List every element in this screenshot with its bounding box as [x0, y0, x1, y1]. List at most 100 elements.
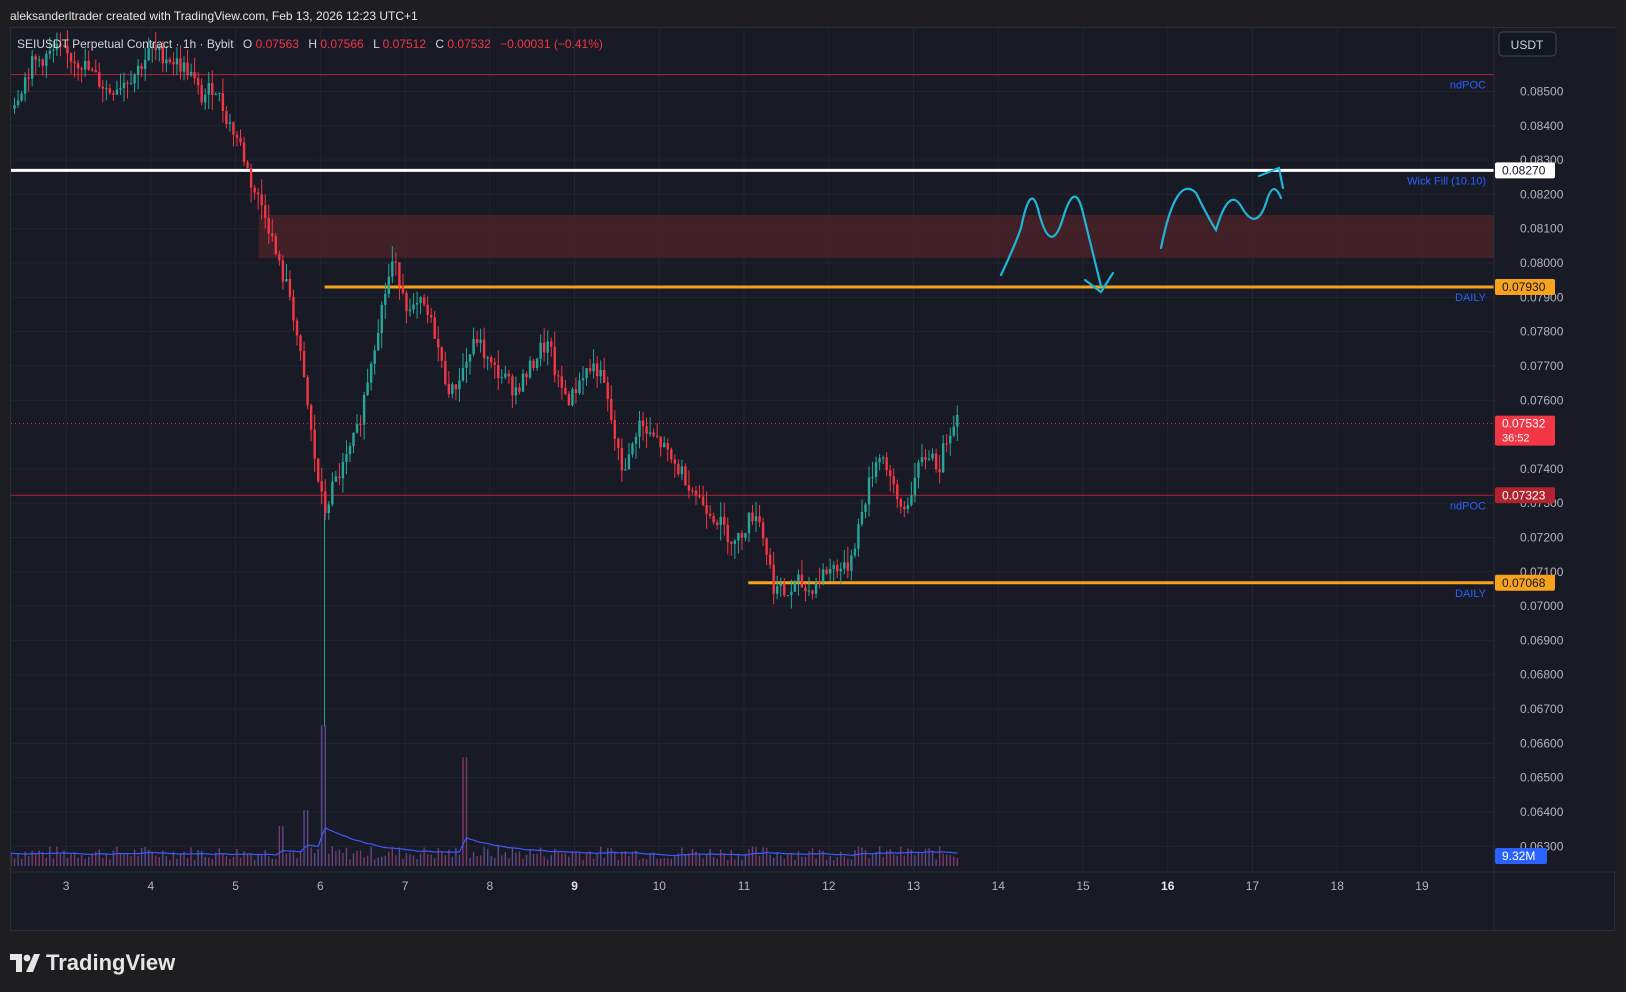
last-price-badge [1495, 415, 1555, 446]
time-tick-label: 7 [402, 879, 409, 893]
candle-body [542, 342, 546, 353]
candle-body [256, 192, 260, 195]
candle-body [218, 92, 221, 94]
candle-body [606, 382, 609, 400]
candle-body [41, 59, 44, 66]
candle-body [158, 46, 161, 50]
candle-body [334, 476, 338, 482]
time-tick-label: 18 [1331, 879, 1345, 893]
candle-body [899, 499, 902, 507]
tradingview-logo[interactable]: TradingView [10, 950, 175, 976]
candle-body [161, 46, 165, 64]
candle-body [793, 581, 797, 592]
candle-body [751, 512, 754, 522]
candle-body [786, 595, 790, 597]
candle-body [143, 59, 147, 70]
candle-body [186, 62, 189, 76]
price-axis[interactable]: 0.085000.084000.083000.082000.081000.080… [1494, 28, 1616, 872]
candle-body [387, 276, 391, 294]
candles [13, 30, 959, 727]
currency-label[interactable]: USDT [1511, 38, 1544, 52]
candle-body [525, 373, 528, 378]
candle-body [458, 380, 461, 390]
candle-body [246, 162, 249, 169]
candle-body [122, 82, 126, 89]
candle-body [680, 466, 684, 475]
candle-body [557, 375, 560, 377]
candle-body [730, 541, 733, 544]
price-tick-label: 0.08500 [1520, 84, 1564, 98]
projection-drawing-1[interactable] [999, 195, 1103, 288]
candle-body [281, 260, 285, 282]
time-tick-label: 9 [571, 879, 578, 893]
price-chart[interactable]: ndPOC Wick Fill (10.10) DAILY ndPOC DAILY 0.… [11, 28, 1616, 932]
candle-body [691, 490, 694, 492]
candle-body [744, 533, 747, 538]
candle-body [16, 100, 20, 106]
candle-body [938, 469, 941, 473]
candle-body [309, 405, 313, 430]
candle-body [108, 88, 112, 94]
candle-body [776, 586, 779, 594]
candle-body [91, 69, 94, 71]
time-tick-label: 10 [653, 879, 667, 893]
level-price-badge-text-daily-lower: 0.07068 [1502, 576, 1546, 590]
candle-body [377, 332, 380, 351]
time-axis[interactable]: 3 4 5 6 7 8 9 10 11 12 13 14 15 16 17 18 19 [11, 28, 1616, 932]
candle-body [479, 339, 482, 343]
candle-body [754, 516, 758, 522]
projection-drawing-2[interactable] [1159, 187, 1283, 250]
candle-body [253, 187, 256, 193]
price-tick-label: 0.07400 [1520, 462, 1564, 476]
price-tick-label: 0.07000 [1520, 599, 1564, 613]
candle-body [179, 58, 182, 72]
candle-body [338, 476, 341, 479]
volume-moving-average [11, 826, 958, 857]
candle-body [394, 261, 398, 263]
candle-body [797, 574, 800, 582]
candle-body [684, 466, 687, 486]
candle-body [765, 538, 768, 555]
price-tick-label: 0.07800 [1520, 325, 1564, 339]
time-tick-label: 3 [63, 879, 70, 893]
candle-body [129, 83, 133, 85]
horizontal-levels[interactable]: ndPOC Wick Fill (10.10) DAILY ndPOC DAILY [11, 74, 1494, 600]
candle-body [154, 46, 157, 50]
level-price-badge-text-ndPOC-lower: 0.07323 [1502, 488, 1546, 502]
down-arrowhead[interactable] [1083, 271, 1115, 294]
candle-body [758, 516, 761, 523]
candle-body [288, 278, 292, 297]
candle-body [892, 476, 895, 485]
candle-body [426, 304, 429, 315]
grid [11, 28, 1494, 872]
candle-body [94, 69, 97, 73]
candle-body [447, 383, 451, 395]
candle-body [705, 505, 708, 514]
candle-body [136, 65, 140, 75]
chart-panel[interactable]: ndPOC Wick Fill (10.10) DAILY ndPOC DAILY 0.… [10, 27, 1616, 932]
hand-drawn-annotations[interactable] [999, 166, 1285, 294]
currency-button[interactable]: USDT [1498, 31, 1557, 57]
candle-body [444, 360, 447, 384]
candle-body [140, 65, 143, 70]
candle-body [828, 568, 832, 574]
candle-body [87, 61, 90, 70]
candle-body [648, 432, 652, 434]
candle-body [613, 420, 616, 439]
up-arrowhead[interactable] [1257, 166, 1285, 190]
candle-body [101, 86, 105, 89]
candle-body [34, 56, 37, 60]
candle-body [48, 50, 52, 54]
candle-body [874, 462, 878, 477]
candle-body [20, 93, 23, 101]
candle-body [620, 447, 624, 471]
candle-body [553, 346, 556, 376]
candle-body [76, 63, 80, 69]
candle-body [366, 382, 369, 395]
symbol-legend: SEIUSDT Perpetual Contract · 1h · Bybit … [17, 37, 603, 51]
candle-body [853, 548, 857, 556]
low-value: 0.07512 [383, 37, 427, 51]
price-tick-label: 0.06800 [1520, 668, 1564, 682]
time-tick-label: 17 [1246, 879, 1260, 893]
candle-body [422, 297, 426, 305]
